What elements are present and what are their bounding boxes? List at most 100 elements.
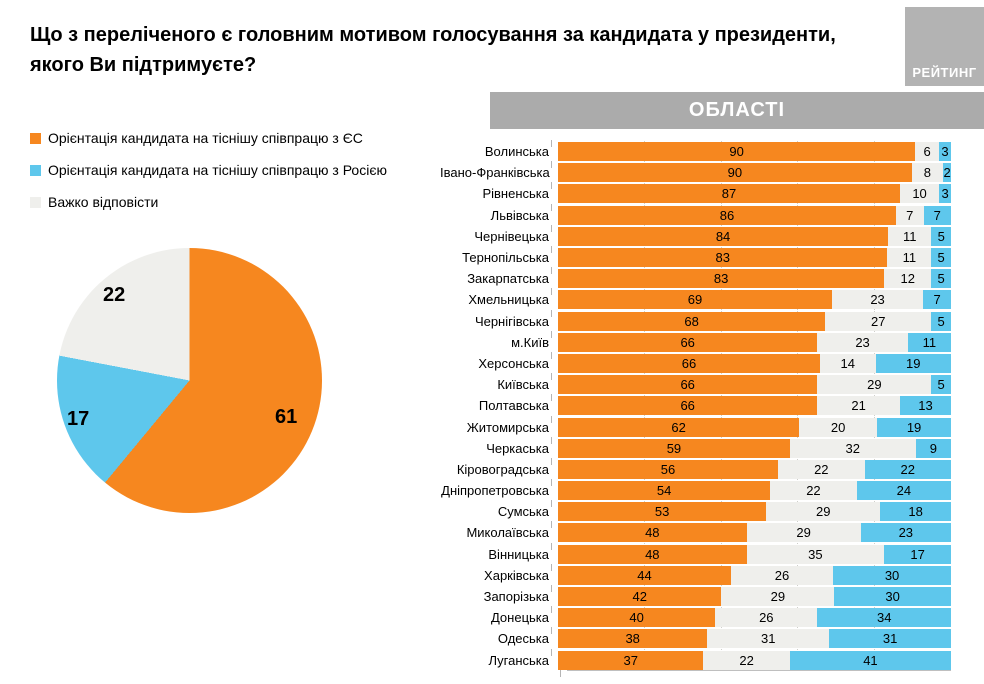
bar-segment-ru: 5 [931, 248, 951, 268]
bar-segment-ru: 22 [864, 459, 951, 479]
bar-segment-dk: 26 [730, 565, 834, 585]
bar-value: 48 [645, 546, 660, 562]
bar-row: Тернопільська 83 11 5 [440, 246, 951, 268]
bar-value: 22 [900, 461, 915, 477]
bar-value: 14 [840, 355, 856, 371]
region-label: Сумська [497, 504, 549, 520]
bar-track: 69 23 7 [551, 288, 951, 310]
bar-value: 24 [896, 483, 912, 499]
bar-segment-dk: 29 [817, 375, 932, 395]
bar-segment-eu: 42 [558, 587, 722, 607]
region-label: Київська [497, 377, 549, 393]
bar-value: 30 [884, 567, 900, 583]
bar-segment-ru: 11 [907, 332, 951, 352]
region-label: Кіровоградська [456, 461, 549, 477]
bar-track: 66 14 19 [551, 351, 951, 373]
bar-track: 40 26 34 [551, 606, 952, 628]
bar-segment-ru: 41 [789, 650, 951, 670]
bar-value: 8 [923, 165, 932, 181]
bar-segment-eu: 86 [558, 205, 896, 225]
bar-segment-dk: 7 [895, 205, 924, 225]
bar-row: Волинська 90 6 3 [440, 140, 951, 162]
bar-value: 48 [645, 525, 660, 541]
bar-segment-dk: 23 [817, 332, 908, 352]
bar-value: 31 [761, 631, 776, 647]
bar-segment-dk: 21 [817, 396, 900, 416]
bar-segment-dk: 8 [911, 163, 944, 183]
bar-row: Закарпатська 83 12 5 [440, 267, 951, 289]
bar-segment-dk: 11 [887, 248, 932, 268]
stacked-bar-chart: Волинська 90 6 3 Івано-Франківська 90 8 2 Рівнен… [440, 140, 952, 677]
bar-segment-dk: 10 [899, 184, 940, 204]
bar-track: 56 22 22 [551, 457, 951, 479]
bar-value: 38 [625, 631, 640, 647]
region-label: Волинська [484, 144, 549, 160]
bar-segment-eu: 62 [558, 417, 800, 437]
bar-segment-dk: 6 [915, 142, 940, 162]
bar-row: Чернігівська 68 27 5 [440, 309, 951, 332]
bar-row: Житомирська 62 20 19 [440, 415, 952, 437]
bar-value: 27 [871, 313, 886, 329]
legend-item-russia: Орієнтація кандидата на тіснішу співпрац… [30, 162, 387, 178]
bar-value: 10 [912, 186, 927, 202]
bar-row: Миколаївська 48 29 23 [440, 521, 951, 543]
bar-segment-eu: 66 [558, 332, 818, 352]
region-label: Рівненська [482, 186, 549, 202]
region-label: Житомирська [466, 419, 549, 435]
bar-segment-eu: 54 [558, 481, 771, 501]
bar-segment-ru: 30 [833, 565, 952, 585]
bar-segment-eu: 84 [558, 226, 889, 246]
bar-track: 83 12 5 [551, 267, 951, 289]
bar-segment-eu: 37 [558, 650, 704, 670]
region-label: Полтавська [478, 398, 549, 414]
bar-segment-ru: 5 [931, 226, 952, 246]
bar-segment-ru: 23 [860, 523, 951, 543]
bar-value: 54 [656, 483, 672, 499]
pie-value-russia: 17 [67, 408, 90, 430]
bar-track: 86 7 7 [551, 203, 952, 225]
bar-value: 7 [933, 207, 941, 223]
regions-panel-title: ОБЛАСТІ [688, 99, 786, 121]
bar-segment-eu: 66 [558, 375, 818, 395]
bar-segment-eu: 53 [558, 502, 767, 522]
bar-value: 22 [806, 483, 821, 499]
bar-row: Луганська 37 22 41 [440, 648, 951, 671]
bar-value: 26 [759, 610, 774, 626]
bar-segment-ru: 9 [915, 438, 952, 458]
bar-track: 44 26 30 [551, 563, 952, 585]
bar-value: 90 [727, 165, 743, 181]
bar-value: 19 [906, 355, 921, 371]
bar-segment-ru: 19 [875, 353, 951, 373]
bar-segment-ru: 19 [877, 417, 952, 437]
legend-label-undecided: Важко відповісти [48, 194, 159, 210]
bar-segment-ru: 30 [834, 587, 951, 607]
bar-value: 68 [684, 313, 699, 329]
bar-value: 66 [680, 398, 695, 414]
bar-value: 30 [885, 589, 900, 605]
bar-row: Івано-Франківська 90 8 2 [440, 161, 951, 183]
bar-value: 17 [910, 546, 925, 562]
bar-row: Дніпропетровська 54 22 24 [440, 479, 951, 501]
bar-value: 5 [937, 313, 945, 329]
bar-value: 5 [937, 228, 945, 244]
bar-row: Запорізька 42 29 30 [440, 585, 951, 607]
bar-segment-eu: 69 [558, 290, 832, 310]
bar-value: 11 [902, 250, 917, 266]
bar-segment-dk: 35 [746, 544, 885, 564]
bar-track: 48 29 23 [551, 521, 951, 543]
bar-value: 23 [870, 292, 885, 308]
region-label: Івано-Франківська [440, 165, 550, 181]
bar-track: 37 22 41 [551, 648, 951, 670]
bar-segment-ru: 5 [931, 269, 951, 289]
bar-row: Київська 66 29 5 [440, 373, 951, 395]
bar-row: Хмельницька 69 23 7 [440, 288, 951, 310]
bar-segment-eu: 48 [558, 544, 747, 564]
bar-track: 53 29 18 [551, 500, 951, 522]
region-label: Херсонська [478, 355, 549, 371]
bar-segment-ru: 7 [923, 290, 951, 310]
bar-track: 84 11 5 [551, 224, 952, 246]
region-label: Чернівецька [474, 228, 549, 244]
bar-row: Донецька 40 26 34 [440, 606, 952, 628]
bar-segment-dk: 22 [770, 481, 857, 501]
